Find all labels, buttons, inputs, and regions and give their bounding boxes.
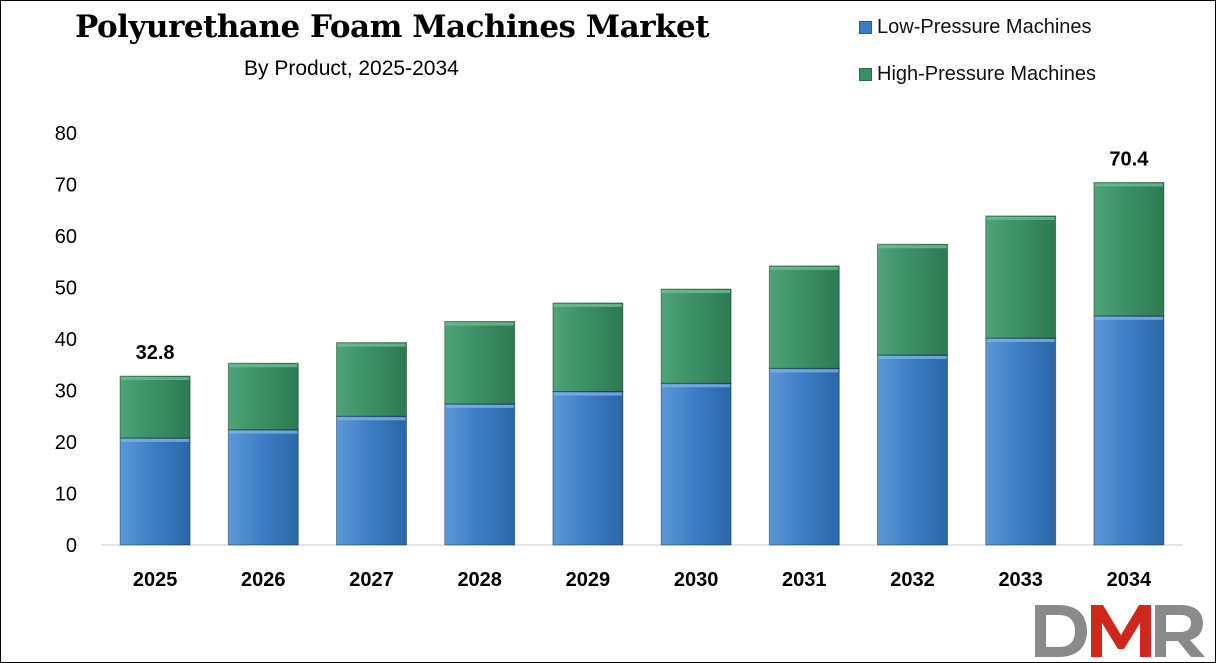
x-category-label-2034: 2034	[1107, 569, 1152, 591]
bar-segment-bevel	[337, 343, 406, 347]
bar-segment-bevel	[662, 290, 731, 294]
bar-segment-bevel	[229, 430, 298, 434]
bar-segment-high-pressure-2033	[985, 215, 1057, 339]
bar-segment-bevel	[878, 245, 947, 249]
x-category-label-2026: 2026	[241, 569, 286, 591]
legend-swatch-low-pressure	[859, 20, 872, 34]
y-tick-label: 20	[55, 432, 77, 454]
x-category-label-2032: 2032	[890, 569, 935, 591]
x-axis-category-labels: 2025 2026 2027 2028 2029 2030 2031 2032 2033 2034	[133, 569, 1152, 591]
x-category-label-2030: 2030	[674, 569, 719, 591]
chart-title: Polyurethane Foam Machines Market	[75, 9, 710, 45]
chart-legend: Low-Pressure Machines High-Pressure Mach…	[859, 15, 1096, 109]
x-category-label-2025: 2025	[133, 569, 178, 591]
bar-segment-low-pressure-2033	[985, 337, 1057, 546]
bar-segment-low-pressure-2026	[227, 429, 299, 546]
bar-segment-high-pressure-2032	[877, 243, 948, 356]
bar-segment-high-pressure-2034	[1093, 181, 1165, 317]
chart-subtitle: By Product, 2025-2034	[244, 57, 459, 80]
bar-segment-high-pressure-2027	[336, 342, 407, 417]
bar-segment-high-pressure-2029	[552, 302, 624, 393]
x-category-label-2027: 2027	[349, 569, 394, 591]
y-tick-label: 50	[55, 278, 77, 300]
bar-segment-bevel	[986, 338, 1055, 342]
bar-segment-high-pressure-2031	[768, 265, 840, 369]
bar-segment-low-pressure-2030	[660, 382, 732, 546]
bar-segment-high-pressure-2026	[227, 362, 299, 431]
bar-segment-bevel	[662, 384, 731, 388]
bar-segment-bevel	[445, 322, 514, 326]
total-label-2025: 32.8	[136, 342, 175, 364]
x-category-label-2029: 2029	[566, 569, 611, 591]
bar-segment-low-pressure-2025	[119, 437, 191, 546]
bar-segment-bevel	[878, 355, 947, 359]
legend-item-low-pressure: Low-Pressure Machines	[859, 15, 1096, 39]
bar-segment-bevel	[229, 364, 298, 368]
bar-segment-bevel	[553, 392, 622, 396]
bar-segment-low-pressure-2032	[877, 354, 948, 546]
bar-segment-bevel	[121, 438, 190, 442]
x-category-label-2031: 2031	[782, 569, 827, 591]
dmr-logo	[1035, 605, 1205, 657]
bar-segment-bevel	[337, 417, 406, 421]
bar-segment-bevel	[770, 266, 839, 270]
y-tick-label: 40	[55, 329, 77, 351]
bar-segment-low-pressure-2027	[336, 415, 407, 546]
y-tick-label: 10	[55, 484, 77, 506]
y-axis-tick-labels: 0 10 20 30 40 50 60 70 80	[55, 123, 77, 557]
legend-item-high-pressure: High-Pressure Machines	[859, 62, 1096, 86]
x-category-label-2033: 2033	[998, 569, 1043, 591]
y-tick-label: 70	[55, 175, 77, 197]
bar-segment-low-pressure-2029	[552, 391, 624, 546]
bar-segment-bevel	[770, 369, 839, 373]
bar-segment-bevel	[121, 377, 190, 381]
legend-swatch-high-pressure	[859, 67, 872, 81]
bar-segment-bevel	[986, 216, 1055, 220]
y-tick-label: 30	[55, 381, 77, 403]
legend-label-low-pressure: Low-Pressure Machines	[877, 15, 1092, 38]
bar-segment-bevel	[1094, 183, 1163, 187]
y-tick-label: 0	[66, 535, 77, 557]
y-tick-label: 80	[55, 123, 77, 145]
total-label-2034: 70.4	[1109, 148, 1149, 170]
legend-label-high-pressure: High-Pressure Machines	[877, 62, 1096, 85]
bar-segment-low-pressure-2028	[444, 403, 516, 546]
bar-segment-high-pressure-2030	[660, 288, 732, 384]
x-category-label-2028: 2028	[457, 569, 502, 591]
bar-segment-bevel	[1094, 316, 1163, 320]
bar-segment-low-pressure-2031	[768, 367, 840, 546]
bar-segment-high-pressure-2025	[119, 375, 191, 439]
bars-group	[119, 181, 1165, 546]
data-labels-group: 32.8 70.4	[136, 148, 1150, 364]
bar-segment-low-pressure-2034	[1093, 315, 1165, 546]
bar-segment-bevel	[445, 404, 514, 408]
bar-segment-bevel	[553, 303, 622, 307]
y-tick-label: 60	[55, 226, 77, 248]
bar-segment-high-pressure-2028	[444, 320, 516, 405]
